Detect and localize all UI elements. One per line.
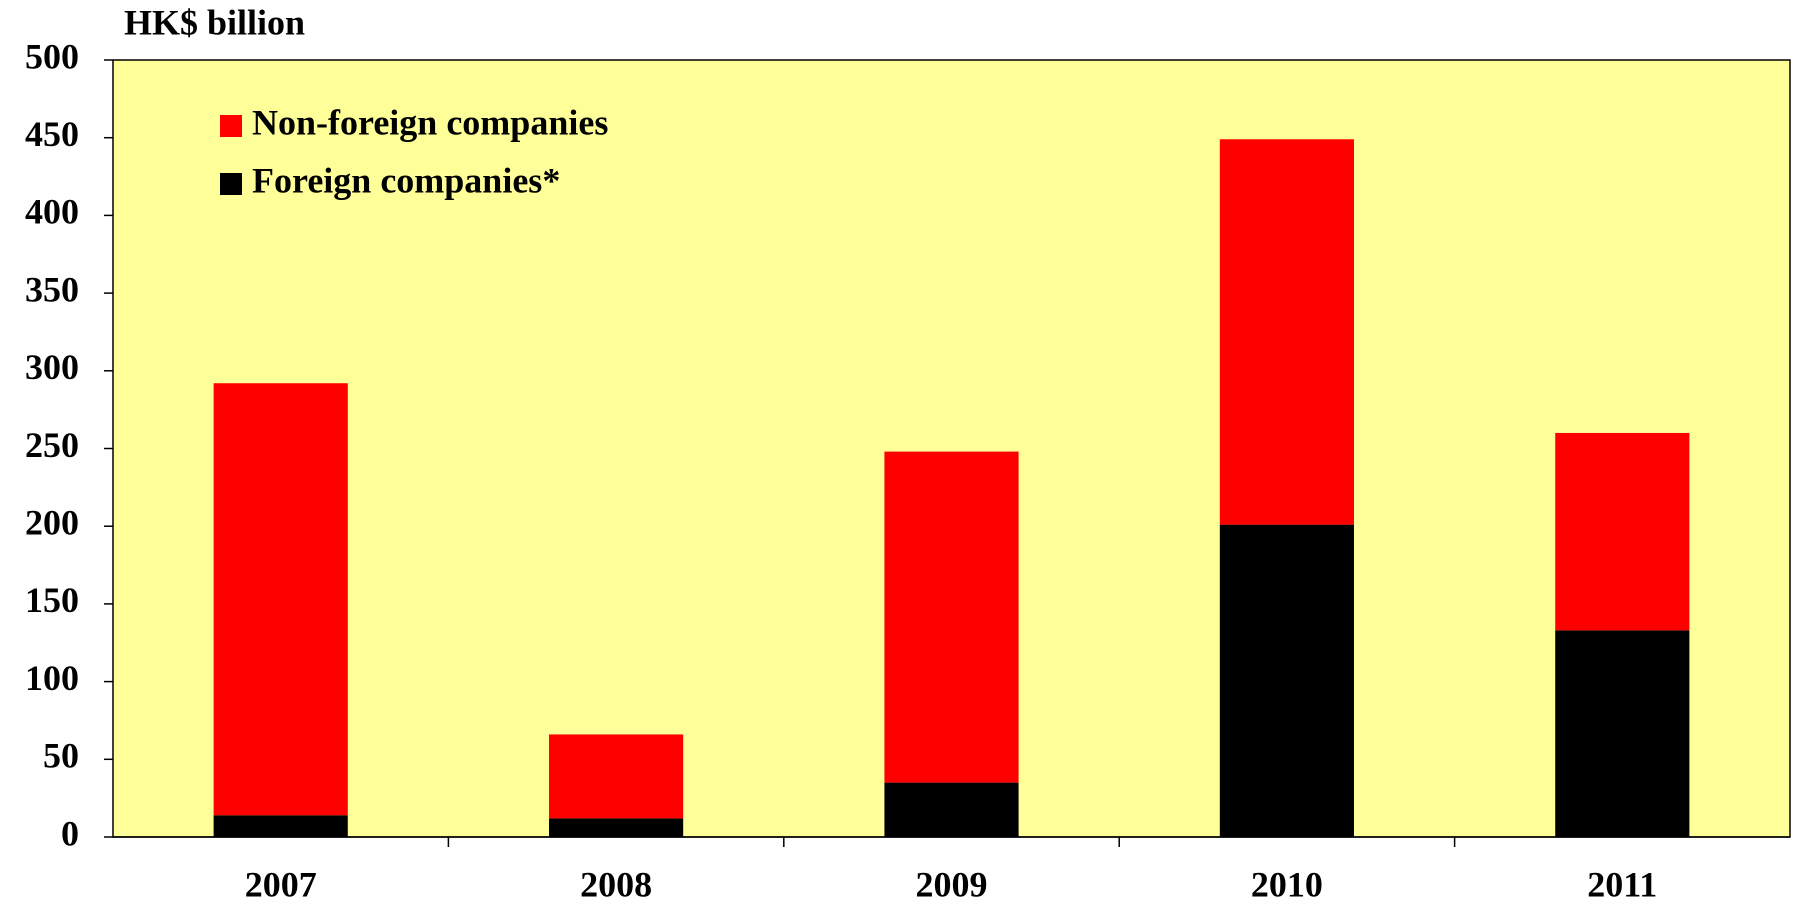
- bar-segment: [1219, 524, 1354, 837]
- legend-swatch: [220, 173, 242, 195]
- y-tick-label: 150: [25, 580, 79, 620]
- y-tick-label: 350: [25, 269, 79, 309]
- bar-segment: [1219, 139, 1354, 525]
- x-tick-label: 2011: [1587, 864, 1657, 904]
- bar-segment: [213, 815, 348, 837]
- legend-label: Non-foreign companies: [252, 102, 608, 142]
- y-tick-label: 500: [25, 36, 79, 76]
- y-tick-label: 50: [43, 736, 79, 776]
- y-tick-label: 200: [25, 502, 79, 542]
- x-tick-label: 2007: [245, 864, 317, 904]
- y-axis-label: HK$ billion: [124, 2, 305, 42]
- bar-segment: [1555, 432, 1690, 631]
- bar-segment: [549, 734, 684, 819]
- legend-swatch: [220, 115, 242, 137]
- y-tick-label: 300: [25, 347, 79, 387]
- bar-segment: [884, 451, 1019, 783]
- bar-segment: [884, 782, 1019, 837]
- legend-label: Foreign companies*: [252, 160, 560, 200]
- x-tick-label: 2008: [580, 864, 652, 904]
- x-tick-label: 2009: [916, 864, 988, 904]
- y-tick-label: 250: [25, 425, 79, 465]
- y-tick-label: 400: [25, 192, 79, 232]
- bar-segment: [549, 818, 684, 837]
- bar-segment: [1555, 630, 1690, 837]
- y-tick-label: 0: [61, 813, 79, 853]
- x-tick-label: 2010: [1251, 864, 1323, 904]
- y-tick-label: 100: [25, 658, 79, 698]
- bar-segment: [213, 383, 348, 816]
- y-tick-label: 450: [25, 114, 79, 154]
